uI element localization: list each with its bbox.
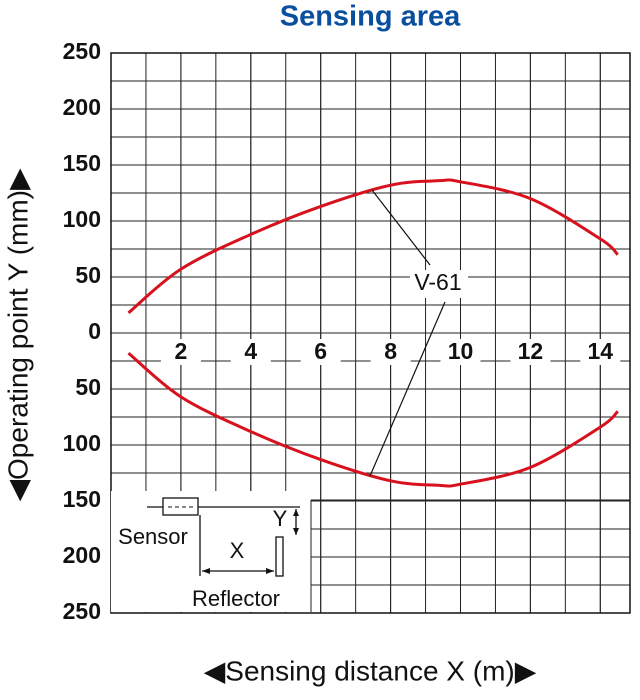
x-tick-label: 10: [448, 338, 474, 364]
x-tick-label: 4: [244, 338, 257, 364]
reflector: [275, 536, 284, 577]
x-axis-label: ◀Sensing distance X (m)▶: [204, 655, 537, 686]
sensor-label: Sensor: [118, 524, 188, 549]
x-tick-label: 6: [314, 338, 327, 364]
annotation-background: [410, 270, 468, 298]
y-tick-label: 100: [63, 206, 101, 232]
x-tick-label-bg: [580, 339, 621, 365]
y-axis-label: ◀Operating point Y (mm)▶: [2, 168, 33, 502]
x-tick-label-bg: [440, 339, 481, 365]
curve: [127, 352, 619, 488]
x-tick-label-bg: [370, 339, 411, 365]
plot-frame: [110, 52, 631, 614]
y-tick-label: 250: [63, 38, 101, 64]
y-label: Y: [273, 506, 288, 531]
x-tick-label-bg: [510, 339, 551, 365]
y-arrow-heads: [293, 509, 299, 535]
y-tick-label: 150: [63, 486, 101, 512]
x-tick-label: 12: [518, 338, 544, 364]
x-tick-label-bg: [160, 339, 201, 365]
series-annotation: V-61: [414, 269, 461, 295]
x-tick-label-bg: [300, 339, 341, 365]
y-tick-label: 100: [63, 430, 101, 456]
curve: [127, 178, 619, 314]
y-tick-label: 50: [75, 374, 101, 400]
y-tick-label: 50: [75, 262, 101, 288]
y-tick-label: 250: [63, 598, 101, 624]
annotation: V-61: [369, 189, 468, 477]
y-tick-label: 200: [63, 542, 101, 568]
sensor-box: [162, 497, 199, 516]
leader-line: [371, 189, 431, 266]
x-tick-label-bg: [230, 339, 271, 365]
marks: [127, 178, 619, 488]
y-tick-label: 150: [63, 150, 101, 176]
x-label: X: [230, 538, 245, 563]
chart-title: Sensing area: [280, 1, 461, 33]
inset-diagram: Sensor X Y Reflector: [111, 491, 630, 612]
y-tick-label: 0: [88, 318, 101, 344]
leader-line: [369, 301, 446, 477]
x-tick-label: 2: [175, 338, 188, 364]
x-tick-label: 8: [384, 338, 397, 364]
x-arrow-heads: [202, 568, 274, 574]
y-tick-label: 200: [63, 94, 101, 120]
reflector-label: Reflector: [192, 586, 280, 611]
x-tick-label: 14: [587, 338, 613, 364]
